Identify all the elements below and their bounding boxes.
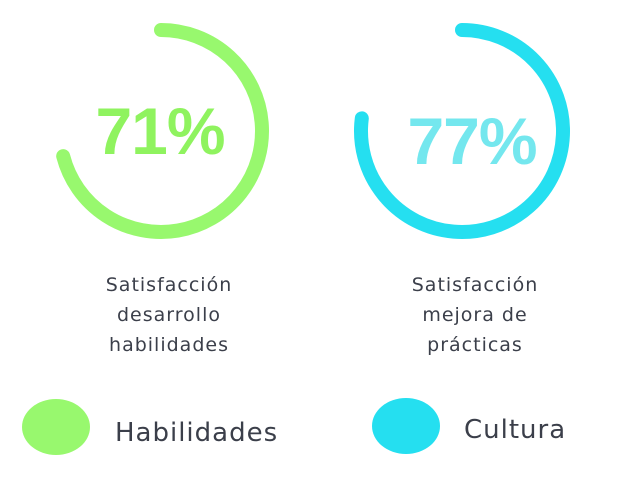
caption-line: prácticas — [427, 334, 523, 356]
caption-line: mejora de — [422, 304, 528, 326]
caption-line: habilidades — [109, 334, 229, 356]
caption-line: desarrollo — [117, 304, 221, 326]
gauge-habilidades: 71% — [30, 0, 290, 260]
gauge-ring-habilidades — [56, 23, 269, 239]
legend-label-habilidades: Habilidades — [115, 418, 279, 448]
gauge-ring-cultura — [354, 23, 570, 239]
caption-line: Satisfacción — [411, 274, 539, 296]
legend-swatch-cultura — [372, 398, 440, 454]
gauge-value-habilidades: 71% — [95, 94, 225, 168]
gauge-arc-cultura — [354, 23, 570, 239]
legend-label-cultura: Cultura — [464, 415, 567, 445]
caption-line: Satisfacción — [105, 274, 233, 296]
caption-cultura: Satisfacción mejora de prácticas — [355, 270, 595, 360]
caption-habilidades: Satisfacción desarrollo habilidades — [49, 270, 289, 360]
gauge-arc-habilidades — [56, 23, 269, 239]
legend-swatch-habilidades — [22, 399, 90, 455]
gauge-value-cultura: 77% — [407, 104, 537, 178]
gauge-cultura: 77% — [342, 0, 602, 260]
